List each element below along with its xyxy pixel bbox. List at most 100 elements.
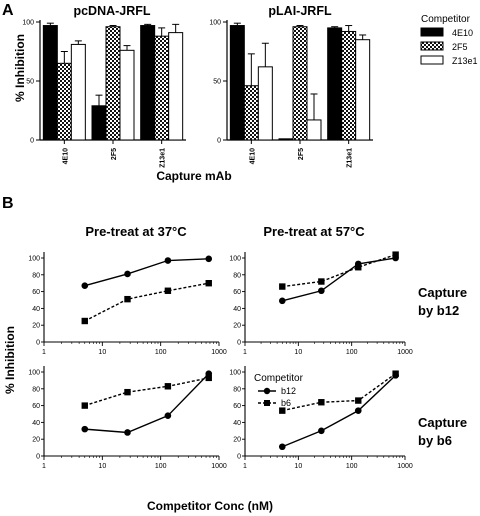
- line-legend-title: Competitor: [254, 373, 304, 384]
- y-tick-label: 80: [32, 386, 40, 393]
- x-tick-label: 1000: [397, 463, 413, 470]
- x-tick-label: 4E10: [249, 148, 256, 164]
- bar-2F5-4E10: [243, 85, 259, 141]
- bar-Z13e1-Z13e1: [355, 39, 371, 141]
- y-tick-label: 0: [36, 454, 40, 461]
- legend-swatch-4e10: [420, 27, 444, 37]
- bar-4E10-4E10: [229, 25, 245, 141]
- x-tick-label: 1000: [397, 349, 413, 356]
- point-b12: [354, 407, 362, 414]
- series-line-b6: [84, 377, 209, 407]
- point-b6: [318, 278, 325, 285]
- series-line-b12: [282, 374, 397, 448]
- point-b12: [318, 287, 325, 295]
- point-b12: [278, 297, 286, 305]
- x-tick-label: 1: [42, 463, 46, 470]
- bar-Z13e1-Z13e1: [168, 32, 184, 141]
- y-tick-label: 50: [213, 79, 221, 86]
- legend-swatch-z13e1: [420, 55, 444, 65]
- y-tick-label: 0: [217, 138, 221, 145]
- legend-label-4e10: 4E10: [452, 28, 473, 38]
- line-chart-2: 0 20 40 60 80 100 1 10 100 1000: [229, 251, 413, 356]
- col-title-37c: Pre-treat at 37°C: [85, 224, 187, 239]
- bar-4E10-4E10: [42, 25, 58, 141]
- y-tick-label: 20: [32, 323, 40, 330]
- bar-4E10-2F5: [278, 138, 294, 141]
- bar-2F5-Z13e1: [341, 30, 357, 141]
- x-tick-label: 2F5: [298, 148, 305, 160]
- x-tick-label: 100: [155, 349, 167, 356]
- x-tick-label: 2F5: [111, 148, 118, 160]
- line-legend: Competitor b12 b6: [254, 373, 304, 408]
- y-tick-label: 40: [32, 420, 40, 427]
- legend-marker-b6: [264, 400, 270, 406]
- bar-chart-2-title: pLAI-JRFL: [268, 4, 332, 18]
- bar-legend: Competitor 4E10 2F5 Z13e1: [420, 14, 478, 66]
- x-tick-label: 4E10: [62, 148, 69, 164]
- x-tick-label: 10: [98, 349, 106, 356]
- y-tick-label: 100: [229, 370, 241, 377]
- bar-4E10-Z13e1: [140, 25, 156, 141]
- bar-2F5-2F5: [105, 26, 121, 141]
- bar-2F5-Z13e1: [154, 35, 170, 141]
- row-label-b12-line1: Capture: [418, 285, 467, 300]
- point-b6: [124, 388, 131, 396]
- y-tick-label: 100: [28, 256, 40, 263]
- bar-Z13e1-2F5: [119, 49, 135, 141]
- point-b12: [164, 412, 172, 419]
- legend-label-b6: b6: [281, 398, 291, 408]
- point-b12: [164, 257, 172, 264]
- x-tick-label: 1: [42, 349, 46, 356]
- y-tick-label: 20: [233, 323, 241, 330]
- point-b6: [392, 251, 399, 258]
- point-b6: [81, 317, 88, 325]
- point-b6: [81, 402, 88, 409]
- bar-2F5-2F5: [292, 26, 308, 141]
- point-b6: [164, 287, 172, 294]
- y-tick-label: 60: [32, 403, 40, 410]
- point-b6: [164, 383, 172, 390]
- x-tick-label: 100: [346, 463, 358, 470]
- bar-4E10-Z13e1: [327, 27, 343, 141]
- line-chart-1: 0 20 40 60 80 100 1 10 100 1000: [28, 252, 227, 356]
- y-tick-label: 0: [237, 340, 241, 347]
- y-tick-label: 60: [32, 289, 40, 296]
- row-label-b6-line2: by b6: [418, 433, 452, 448]
- bar-Z13e1-4E10: [70, 43, 86, 141]
- x-tick-label: 10: [294, 463, 302, 470]
- panel-b-letter: B: [2, 195, 14, 212]
- legend-marker-b12: [263, 387, 271, 395]
- series-line-b12: [282, 257, 396, 302]
- point-b6: [392, 370, 399, 377]
- y-tick-label: 0: [237, 454, 241, 461]
- bar-4E10-2F5: [91, 105, 107, 141]
- x-tick-label: Z13e1: [160, 148, 167, 168]
- y-tick-label: 50: [26, 79, 34, 86]
- bar-Z13e1-2F5: [306, 119, 322, 141]
- y-tick-label: 40: [233, 306, 241, 313]
- y-tick-label: 80: [233, 272, 241, 279]
- x-tick-label: 1000: [211, 463, 227, 470]
- y-tick-label: 100: [28, 370, 40, 377]
- point-b6: [205, 280, 212, 287]
- y-tick-label: 0: [36, 340, 40, 347]
- bar-2F5-4E10: [56, 62, 72, 141]
- point-b6: [279, 407, 286, 414]
- row-label-b12-line2: by b12: [418, 303, 459, 318]
- x-tick-label: 10: [98, 463, 106, 470]
- x-tick-label: 1: [243, 463, 247, 470]
- panel-a-letter: A: [2, 2, 14, 19]
- bar-chart-1-title: pcDNA-JRFL: [73, 4, 150, 18]
- y-tick-label: 80: [32, 272, 40, 279]
- panel-b-y-axis-title: % Inhibition: [3, 326, 17, 394]
- y-tick-label: 100: [209, 20, 221, 27]
- row-label-b6-line1: Capture: [418, 415, 467, 430]
- legend-swatch-2f5: [420, 41, 444, 51]
- y-tick-label: 0: [30, 138, 34, 145]
- point-b12: [205, 255, 213, 263]
- line-chart-3: 0 20 40 60 80 100 1 10 100 1000: [28, 366, 227, 470]
- point-b6: [318, 399, 325, 406]
- x-tick-label: 1: [243, 349, 247, 356]
- point-b6: [279, 283, 286, 290]
